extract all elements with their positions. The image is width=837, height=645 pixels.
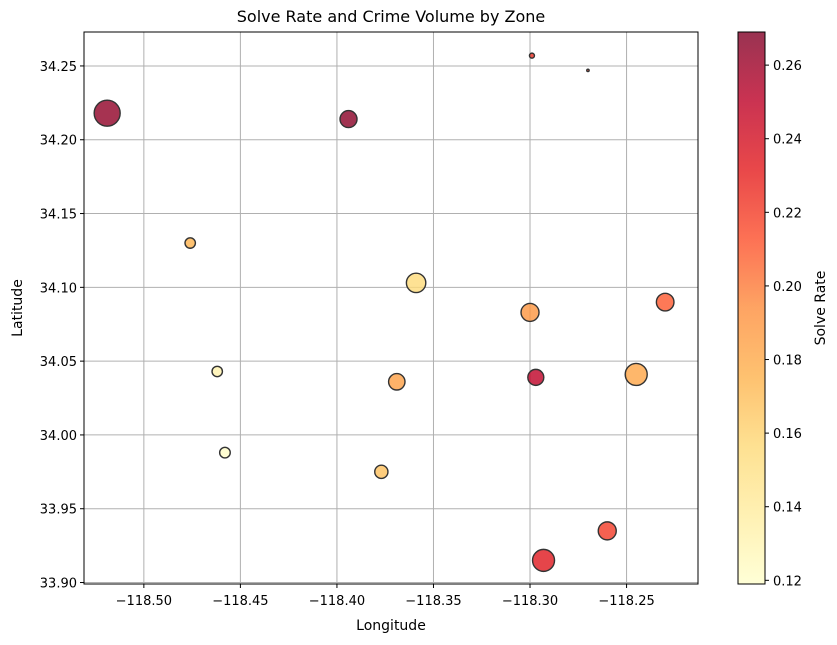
y-tick-label: 34.05 [40, 355, 77, 370]
colorbar-tick-label: 0.12 [773, 574, 802, 589]
data-point [211, 365, 224, 378]
y-tick-label: 33.90 [40, 577, 77, 592]
colorbar-tick-label: 0.14 [773, 501, 802, 516]
colorbar-tick-label: 0.18 [773, 354, 802, 369]
data-point [520, 302, 540, 323]
data-point [624, 362, 648, 387]
x-axis-ticks: −118.50 −118.45 −118.40 −118.35 −118.30 −118.… [116, 584, 655, 609]
colorbar-label: Solve Rate [813, 271, 829, 346]
x-tick-label: −118.30 [502, 594, 558, 609]
x-tick-label: −118.45 [212, 594, 268, 609]
data-point [586, 68, 590, 73]
data-point [374, 464, 389, 480]
colorbar-tick-label: 0.24 [773, 133, 802, 148]
y-tick-label: 34.25 [40, 60, 77, 75]
y-axis-ticks: 33.90 33.95 34.00 34.05 34.10 34.15 34.20 34.25 [40, 60, 84, 592]
plot-frame [83, 31, 699, 585]
data-points [93, 52, 675, 573]
data-point [218, 446, 231, 459]
data-point [527, 368, 545, 387]
colorbar-ticks: 0.12 0.14 0.16 0.18 0.20 0.22 0.24 0.26 [765, 59, 802, 589]
y-tick-label: 33.95 [40, 503, 77, 518]
x-tick-label: −118.35 [405, 594, 461, 609]
colorbar-tick-label: 0.16 [773, 427, 802, 442]
y-tick-label: 34.10 [40, 281, 77, 296]
grid [84, 32, 698, 584]
data-point [528, 52, 536, 59]
x-tick-label: −118.50 [116, 594, 172, 609]
y-tick-label: 34.20 [40, 134, 77, 149]
data-point [531, 548, 556, 573]
x-axis-label: Longitude [356, 618, 426, 634]
y-axis-label: Latitude [10, 279, 26, 337]
y-tick-label: 34.00 [40, 429, 77, 444]
data-point [339, 109, 358, 129]
colorbar [737, 31, 766, 585]
x-tick-label: −118.40 [309, 594, 365, 609]
colorbar-tick-label: 0.20 [773, 280, 802, 295]
x-tick-label: −118.25 [598, 594, 654, 609]
colorbar-tick-label: 0.22 [773, 206, 802, 221]
data-point [93, 99, 121, 127]
data-point [184, 237, 197, 249]
data-point [405, 272, 427, 294]
data-point [655, 292, 675, 312]
data-point [597, 521, 617, 541]
chart-title: Solve Rate and Crime Volume by Zone [237, 7, 546, 26]
colorbar-tick-label: 0.26 [773, 59, 802, 74]
y-tick-label: 34.15 [40, 208, 77, 223]
data-point [387, 372, 406, 391]
